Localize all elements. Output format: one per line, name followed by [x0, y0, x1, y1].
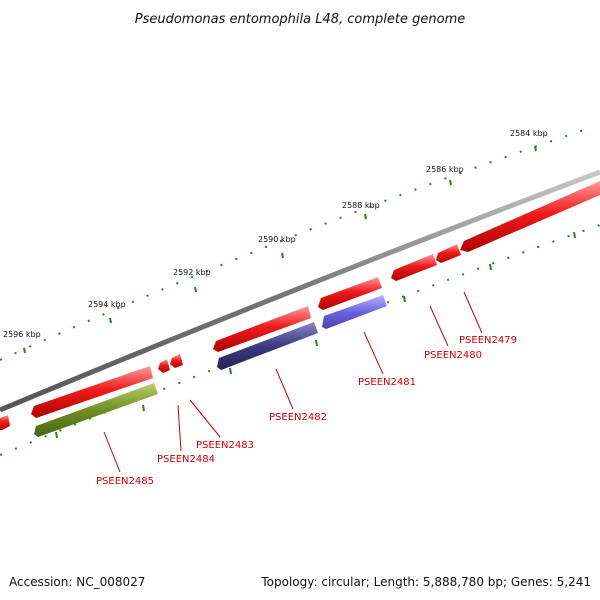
gene-label-PSEEN2482[interactable]: PSEEN2482	[269, 412, 327, 423]
gene-arrow-edge[interactable]	[0, 415, 10, 430]
gene-arrow-PSEEN2485-fwd[interactable]	[31, 366, 153, 418]
label-leaders	[103, 291, 483, 473]
gene-label-PSEEN2485[interactable]: PSEEN2485	[96, 476, 154, 487]
scale-label-2594: 2594 kbp	[88, 300, 126, 309]
inner-scale-track	[0, 224, 600, 456]
genome-backbone	[0, 169, 600, 413]
gene-arrow-PSEEN2479[interactable]	[460, 181, 600, 252]
scale-major-ticks	[23, 145, 537, 354]
gene-label-PSEEN2481[interactable]: PSEEN2481	[358, 377, 416, 388]
gene-arrow-PSEEN2480b[interactable]	[318, 277, 382, 310]
scale-label-2592: 2592 kbp	[173, 268, 211, 277]
scale-label-2596: 2596 kbp	[3, 330, 41, 339]
gene-arrow-PSEEN2485[interactable]	[34, 383, 158, 437]
gene-arrow-PSEEN2483[interactable]	[170, 354, 183, 368]
scale-label-2588: 2588 kbp	[342, 201, 380, 210]
scale-label-2590: 2590 kbp	[258, 235, 296, 244]
scale-label-2586: 2586 kbp	[426, 165, 464, 174]
gene-arrow-PSEEN2484[interactable]	[158, 359, 170, 373]
gene-label-PSEEN2479[interactable]: PSEEN2479	[459, 335, 517, 346]
map-title: Pseudomonas entomophila L48, complete ge…	[135, 12, 466, 27]
gene-arrow-PSEEN2482[interactable]	[217, 322, 318, 370]
inner-major-ticks	[55, 231, 576, 439]
accession-text: Accession: NC_008027	[9, 575, 145, 589]
gene-label-PSEEN2480[interactable]: PSEEN2480	[424, 350, 482, 361]
gene-arrow-PSEEN2480[interactable]	[391, 254, 437, 281]
scale-label-2584: 2584 kbp	[510, 129, 548, 138]
reverse-strand-genes	[34, 295, 387, 437]
forward-strand-genes	[0, 181, 600, 430]
gene-arrow-PSEEN2481[interactable]	[322, 295, 387, 329]
topology-summary: Topology: circular; Length: 5,888,780 bp…	[260, 575, 591, 589]
gene-arrow-PSEEN2479b[interactable]	[436, 244, 461, 263]
outer-scale-track	[0, 127, 591, 361]
gene-label-PSEEN2483[interactable]: PSEEN2483	[196, 440, 254, 451]
gene-arrow-PSEEN2482-fwd[interactable]	[213, 306, 311, 352]
gene-label-PSEEN2484[interactable]: PSEEN2484	[157, 454, 215, 465]
